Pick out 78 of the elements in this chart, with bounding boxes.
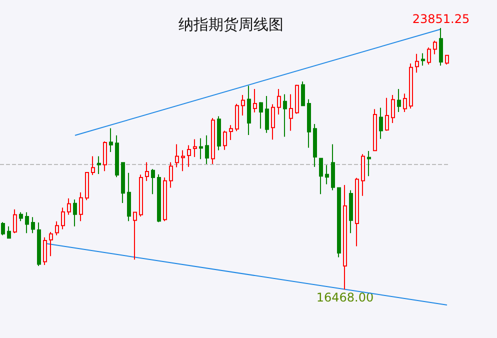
candlestick [91,156,95,176]
candlestick [349,190,353,234]
candlestick [187,144,191,168]
candlestick [415,53,419,74]
candlestick [259,102,263,130]
candlestick [337,187,341,258]
candlestick [127,172,131,222]
annotation: 16468.00 [316,290,374,304]
candlestick [19,212,23,222]
candlestick [157,174,161,223]
candlestick [49,232,53,257]
candlestick [445,54,449,66]
candlestick [373,108,377,152]
candlestick [247,85,251,136]
candlestick [115,134,119,178]
candlestick [301,81,305,106]
candlestick [331,144,335,191]
candlestick [283,94,287,138]
candlestick [61,207,65,230]
candlestick [1,222,5,236]
candlestick [439,28,443,66]
candlestick [385,97,389,132]
candlestick [13,208,17,234]
candlestick [7,226,11,239]
candlestick [277,88,281,115]
candlestick [43,236,47,266]
candlestick [145,162,149,182]
candlestick [403,93,407,112]
candlestick [253,88,257,113]
chart-title: 纳指期货周线图 [178,16,284,34]
candlestick [67,198,71,216]
candlestick [79,192,83,222]
candlestick [307,98,311,148]
candlestick [223,130,227,150]
candlestick [169,162,173,188]
annotation: 23851.25 [412,12,470,26]
candlestick [181,150,185,172]
candlestick [121,162,125,204]
candlestick [55,220,59,236]
candlestick [229,124,233,140]
candlestick [25,212,29,234]
candlestick [205,134,209,165]
candlestick [343,184,347,290]
candlestick [379,107,383,140]
candlestick [109,128,113,152]
candlestick [421,52,425,66]
candlestick [361,154,365,196]
candlestick [391,94,395,124]
candlestick [37,222,41,267]
candlestick [97,156,101,174]
candlestick [235,103,239,132]
candlestick [271,104,275,140]
candlestick [133,212,137,260]
candlestick [163,177,167,222]
candlestick [409,62,413,109]
candlestick [313,124,317,168]
candlestick [295,84,299,114]
candlestick [199,138,203,160]
candlestick [433,40,437,55]
candlestick [355,177,359,247]
candlestick [319,158,323,195]
candlestick [31,216,35,234]
candlestick [103,140,107,172]
candlestick [175,144,179,168]
candlestick [289,94,293,132]
candlestick [241,94,245,116]
candlestick [211,118,215,165]
candlestick [265,96,269,134]
candlestick [427,47,431,66]
candlestick [397,88,401,112]
candlestick [217,116,221,151]
candlestick [151,168,155,195]
candlestick [325,164,329,185]
candlestick [193,138,197,158]
candlestick [139,174,143,217]
candlestick [73,198,77,227]
candlestick [85,172,89,201]
candlestick [367,150,371,177]
